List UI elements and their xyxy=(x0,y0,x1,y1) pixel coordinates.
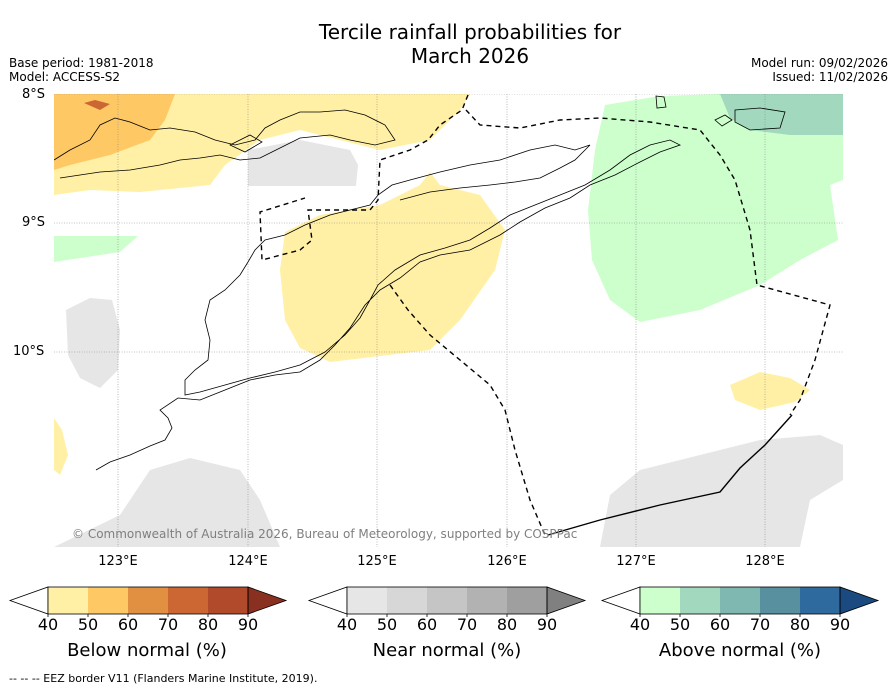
lon-label-127e: 127°E xyxy=(616,554,656,569)
below-normal-region-northwest-strong xyxy=(54,94,175,170)
above-normal-region-east-strong xyxy=(720,94,843,135)
lat-label-9s: 9°S xyxy=(22,215,46,230)
lat-label-8s: 8°S xyxy=(22,87,46,102)
colorbar-below-segment xyxy=(208,587,248,614)
below-normal-region-east xyxy=(730,372,810,410)
colorbar-near-tick-label: 80 xyxy=(496,615,518,634)
colorbar-above-tick-label: 50 xyxy=(669,615,691,634)
coastlines xyxy=(54,95,786,471)
colorbar-near-segment xyxy=(387,587,427,614)
issued-date: Issued: 11/02/2026 xyxy=(772,70,888,84)
copyright-text: © Commonwealth of Australia 2026, Bureau… xyxy=(72,527,578,541)
colorbar-near-segment xyxy=(427,587,467,614)
colorbar-above-segment xyxy=(800,587,840,614)
footnote: -- -- -- EEZ border V11 (Flanders Marine… xyxy=(9,672,318,685)
flores-island-coast xyxy=(54,109,396,179)
colorbar-above-tick-label: 60 xyxy=(709,615,731,634)
map-area xyxy=(54,94,843,547)
title-line-2: March 2026 xyxy=(410,44,530,68)
colorbar-below-tick-label: 40 xyxy=(37,615,59,634)
colorbar-title-below: Below normal (%) xyxy=(67,640,227,661)
colorbar-above-tick-label: 40 xyxy=(629,615,651,634)
base-period: Base period: 1981-2018 xyxy=(9,56,154,70)
colorbar-below-left-extend xyxy=(8,586,49,615)
alor-island-coast xyxy=(229,134,263,153)
colorbar-above-left-extend xyxy=(600,586,641,615)
colorbar-above-tick-label: 80 xyxy=(789,615,811,634)
colorbar-below-tick-label: 60 xyxy=(117,615,139,634)
colorbar-near-segment xyxy=(507,587,547,614)
colorbar-above-border xyxy=(639,586,841,615)
colorbar-below-tick-label: 80 xyxy=(197,615,219,634)
near-normal-region-top xyxy=(248,140,358,186)
colorbar-near-tick-label: 70 xyxy=(456,615,478,634)
graticule xyxy=(54,94,843,547)
eez-border-solid xyxy=(547,414,793,536)
colorbar-near-segment xyxy=(467,587,507,614)
model-run: Model run: 09/02/2026 xyxy=(750,56,888,70)
above-normal-region-west xyxy=(54,236,138,262)
colorbar-near-tick-label: 40 xyxy=(336,615,358,634)
colorbar-near-segment xyxy=(347,587,387,614)
lon-label-123e: 123°E xyxy=(98,554,138,569)
islet-small xyxy=(714,114,733,127)
colorbar-near-tick-label: 90 xyxy=(536,615,558,634)
colorbar-above-segment xyxy=(720,587,760,614)
colorbar-below-tick-label: 50 xyxy=(77,615,99,634)
wetar-island-coast xyxy=(734,107,786,131)
colorbar-above-segment xyxy=(680,587,720,614)
colorbar-near-left-extend xyxy=(307,586,348,615)
colorbar-below-segment xyxy=(128,587,168,614)
colorbar-below-segment xyxy=(48,587,88,614)
colorbar-below-border xyxy=(47,586,249,615)
meta-left: Base period: 1981-2018 Model: ACCESS-S2 xyxy=(9,56,154,84)
lon-label-126e: 126°E xyxy=(487,554,527,569)
colorbar-near-border xyxy=(346,586,548,615)
colorbar-above-tick-label: 90 xyxy=(829,615,851,634)
below-normal-region-center xyxy=(280,172,505,362)
colorbar-below-segment xyxy=(88,587,128,614)
below-normal-region-southwest xyxy=(54,418,68,475)
colorbar-title-near: Near normal (%) xyxy=(372,640,522,661)
lat-label-10s: 10°S xyxy=(13,344,45,359)
colorbar-near-tick-label: 50 xyxy=(376,615,398,634)
islet-northeast xyxy=(655,95,667,109)
near-normal-region-left xyxy=(66,298,120,388)
colorbar-below-segment xyxy=(168,587,208,614)
timor-island-coast xyxy=(95,139,682,471)
lon-label-124e: 124°E xyxy=(228,554,268,569)
lon-label-128e: 128°E xyxy=(745,554,785,569)
model-name: Model: ACCESS-S2 xyxy=(9,70,121,84)
title-line-1: Tercile rainfall probabilities for xyxy=(318,20,622,44)
colorbar-below-right-extend xyxy=(247,586,288,615)
below-normal-region-northwest-stronger xyxy=(84,100,110,110)
lon-label-125e: 125°E xyxy=(357,554,397,569)
meta-right: Model run: 09/02/2026 Issued: 11/02/2026 xyxy=(751,56,888,84)
colorbar-near-tick-label: 60 xyxy=(416,615,438,634)
above-normal-region-east xyxy=(588,94,843,322)
colorbar-above-segment xyxy=(760,587,800,614)
colorbar-below-tick-label: 90 xyxy=(237,615,259,634)
colorbar-above-right-extend xyxy=(839,586,880,615)
near-normal-region-bottom xyxy=(54,458,280,547)
eez-border xyxy=(259,94,831,536)
colorbar-title-above: Above normal (%) xyxy=(658,640,822,661)
colorbar-above-segment xyxy=(640,587,680,614)
colorbar-below-tick-label: 70 xyxy=(157,615,179,634)
colorbar-near-right-extend xyxy=(546,586,587,615)
map-title: Tercile rainfall probabilities for March… xyxy=(0,20,896,68)
colorbars xyxy=(8,586,880,617)
colorbar-above-tick-label: 70 xyxy=(749,615,771,634)
